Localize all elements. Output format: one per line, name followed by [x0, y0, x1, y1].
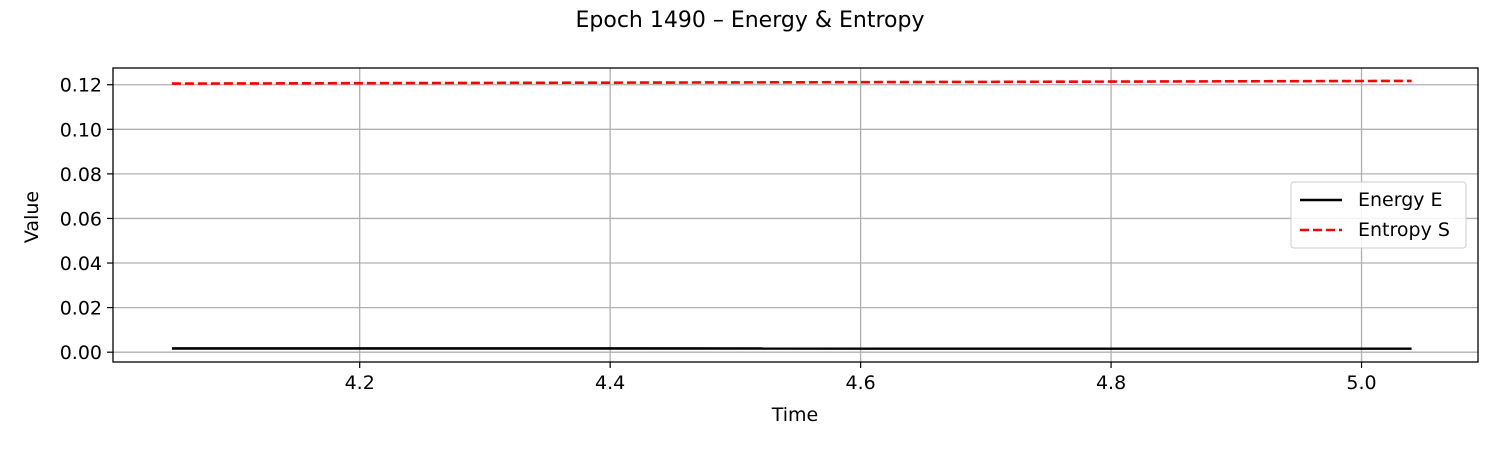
x-tick-label: 4.4 — [595, 372, 625, 394]
y-tick-label: 0.12 — [60, 75, 102, 97]
series-line-entropy — [172, 81, 1412, 84]
plot-area-frame — [113, 68, 1478, 362]
x-tick-label: 4.6 — [846, 372, 876, 394]
y-tick-label: 0.00 — [60, 342, 102, 364]
y-tick-label: 0.06 — [60, 208, 102, 230]
x-tick-label: 4.8 — [1096, 372, 1126, 394]
y-tick-label: 0.10 — [60, 119, 102, 141]
axis-ticks: 4.2 4.4 4.6 4.8 5.0 0.00 0.02 0.04 0.06 0.08 0.10 0… — [60, 75, 1377, 394]
series-lines — [172, 81, 1412, 349]
y-axis-label: Value — [21, 191, 43, 243]
x-tick-label: 5.0 — [1346, 372, 1376, 394]
y-tick-label: 0.04 — [60, 253, 102, 275]
legend-label-energy: Energy E — [1358, 189, 1443, 211]
y-tick-label: 0.08 — [60, 164, 102, 186]
legend-label-entropy: Entropy S — [1358, 219, 1450, 241]
grid-lines — [113, 68, 1478, 362]
x-tick-label: 4.2 — [345, 372, 375, 394]
x-axis-label: Time — [771, 404, 819, 426]
y-tick-label: 0.02 — [60, 298, 102, 320]
chart-legend: Energy E Entropy S — [1291, 182, 1466, 248]
chart-title: Epoch 1490 – Energy & Entropy — [576, 8, 925, 33]
